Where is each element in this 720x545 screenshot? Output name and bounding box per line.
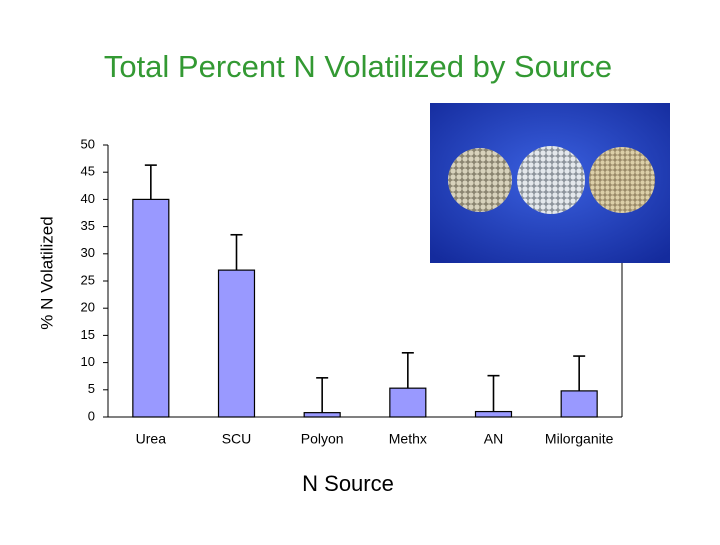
plot-area: 0 5 10 15 20 25 30 35 40 45 50 Urea SCU Polyon Methx AN… — [81, 136, 623, 447]
bar — [132, 198, 170, 418]
y-tick-label: 20 — [81, 300, 95, 315]
y-tick-label: 25 — [81, 272, 95, 287]
y-tick-label: 0 — [88, 408, 95, 423]
x-tick-label: Milorganite — [545, 431, 614, 447]
x-tick-label: AN — [484, 431, 503, 447]
bar — [303, 412, 341, 418]
y-tick-label: 45 — [81, 164, 95, 179]
y-tick-label: 40 — [81, 191, 95, 206]
y-tick-label: 35 — [81, 218, 95, 233]
bar — [474, 410, 513, 418]
y-tick-label: 5 — [88, 381, 95, 396]
photo — [430, 103, 670, 263]
bar — [560, 390, 598, 418]
bar — [217, 269, 256, 418]
y-tick-label: 15 — [81, 327, 95, 342]
y-tick-label: 10 — [81, 354, 95, 369]
chart-title: Total Percent N Volatilized by Source — [104, 49, 612, 84]
x-tick-label: SCU — [222, 431, 252, 447]
y-tick-label: 50 — [81, 136, 95, 151]
x-tick-label: Polyon — [301, 431, 344, 447]
x-axis-label: N Source — [302, 471, 394, 496]
x-tick-label: Urea — [136, 431, 167, 447]
y-tick-label: 30 — [81, 245, 95, 260]
y-axis-label: % N Volatilized — [37, 216, 56, 329]
x-tick-label: Methx — [389, 431, 427, 447]
bar — [389, 387, 427, 418]
